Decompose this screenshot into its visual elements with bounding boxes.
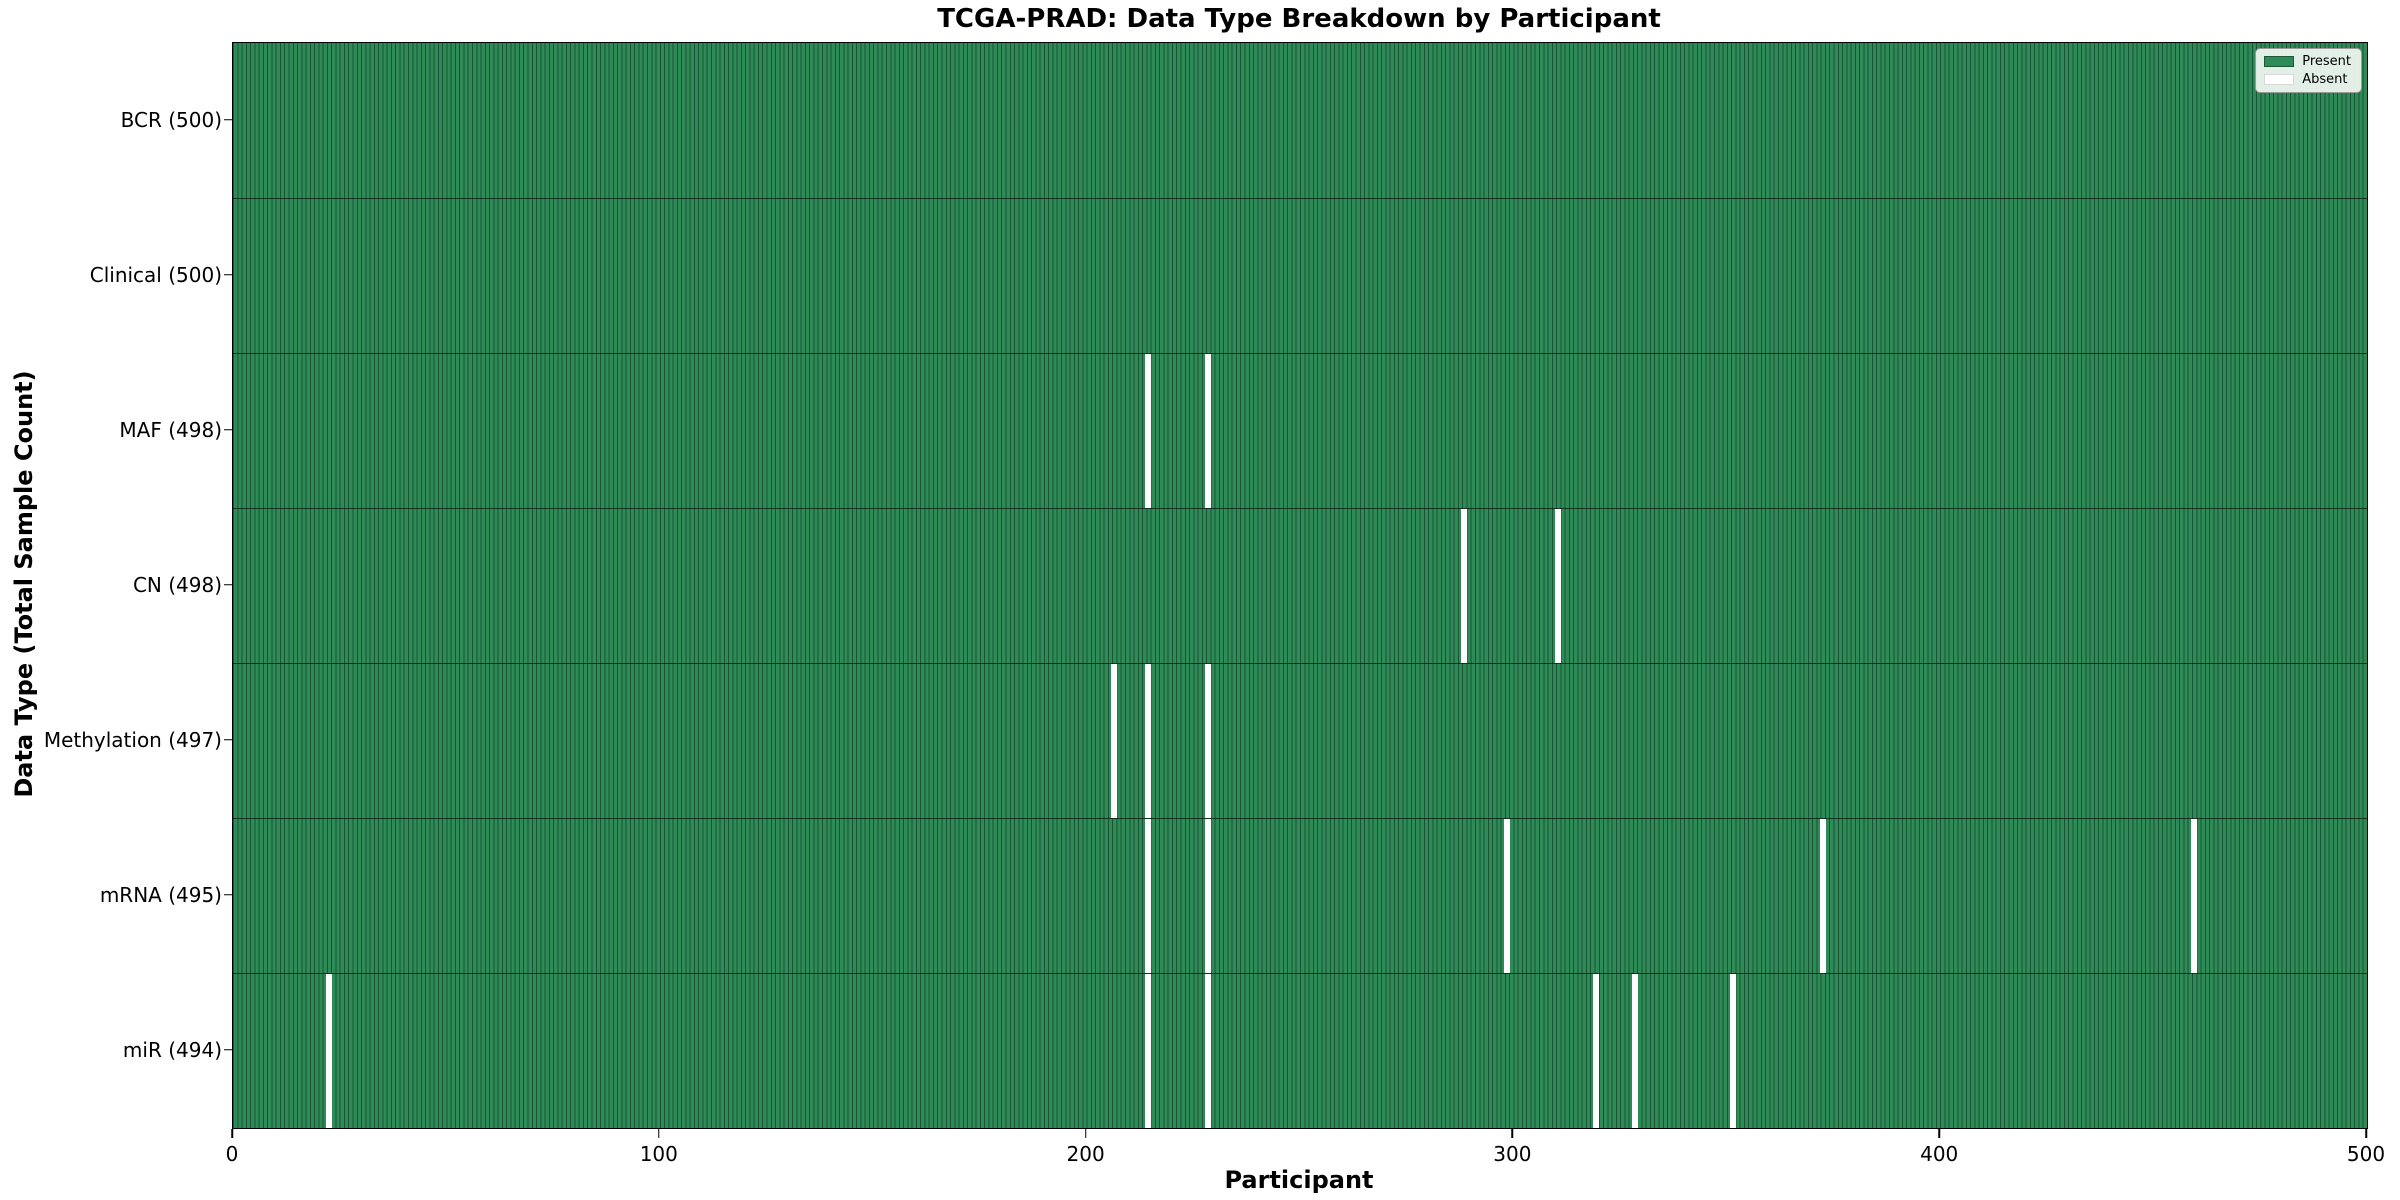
x-axis-label: Participant [1224, 1166, 1374, 1194]
legend-entry-absent: Absent [2264, 73, 2351, 86]
absent-marker [1145, 974, 1152, 1128]
y-tick-label: Clinical (500) [89, 262, 222, 287]
absent-marker [325, 974, 332, 1128]
absent-marker [1819, 819, 1826, 973]
y-tick-mark [224, 428, 232, 431]
absent-marker [1145, 819, 1152, 973]
x-tick-label: 400 [1920, 1142, 1959, 1166]
heatmap-row-maf [233, 353, 2367, 508]
absent-marker [1205, 354, 1212, 508]
x-tick-mark [1938, 1129, 1940, 1138]
y-tick-mark [224, 583, 232, 586]
y-tick-label: Methylation (497) [43, 727, 222, 752]
y-tick-mark [224, 1048, 232, 1051]
absent-marker [1461, 509, 1468, 663]
heatmap-row-clinical [233, 198, 2367, 353]
heatmap-row-methylation [233, 663, 2367, 818]
x-tick-mark [1511, 1129, 1514, 1138]
absent-marker [1631, 974, 1638, 1128]
x-tick-mark [658, 1129, 660, 1138]
absent-marker [1111, 664, 1118, 818]
absent-marker [1730, 974, 1737, 1128]
x-tick-label: 100 [639, 1142, 678, 1166]
absent-marker [1205, 664, 1212, 818]
heatmap-row-mrna [233, 818, 2367, 973]
y-tick-label: miR (494) [122, 1037, 222, 1062]
absent-marker [1145, 664, 1152, 818]
y-tick-label: BCR (500) [120, 107, 222, 132]
y-tick-label: CN (498) [132, 572, 222, 597]
y-tick-label: MAF (498) [119, 417, 222, 442]
absent-marker [1145, 354, 1152, 508]
legend: Present Absent [2255, 48, 2362, 93]
heatmap-row-mir [233, 973, 2367, 1128]
plot-area: Present Absent [232, 42, 2368, 1129]
x-tick-label: 200 [1066, 1142, 1105, 1166]
legend-label-present: Present [2302, 54, 2351, 69]
x-tick-mark [1084, 1129, 1087, 1138]
x-tick-label: 0 [225, 1142, 239, 1166]
y-tick-mark [224, 118, 232, 121]
y-tick-label: mRNA (495) [99, 882, 222, 907]
chart-title: TCGA-PRAD: Data Type Breakdown by Partic… [937, 4, 1661, 34]
y-tick-mark [224, 893, 232, 896]
x-tick-label: 500 [2346, 1142, 2386, 1166]
absent-marker [1205, 819, 1212, 973]
absent-marker [1593, 974, 1600, 1128]
absent-marker [2191, 819, 2197, 973]
absent-marker [1555, 509, 1562, 663]
y-tick-mark [224, 273, 232, 276]
x-tick-mark [2365, 1129, 2367, 1138]
absent-swatch-icon [2264, 74, 2295, 85]
present-swatch-icon [2264, 56, 2295, 67]
legend-entry-present: Present [2264, 55, 2351, 68]
heatmap-row-cn [233, 508, 2367, 663]
legend-label-absent: Absent [2302, 72, 2348, 87]
absent-marker [1205, 974, 1212, 1128]
y-tick-mark [224, 738, 232, 741]
x-tick-label: 300 [1493, 1142, 1532, 1166]
absent-marker [1503, 819, 1510, 973]
x-tick-mark [231, 1129, 233, 1138]
heatmap-row-bcr [233, 43, 2367, 198]
